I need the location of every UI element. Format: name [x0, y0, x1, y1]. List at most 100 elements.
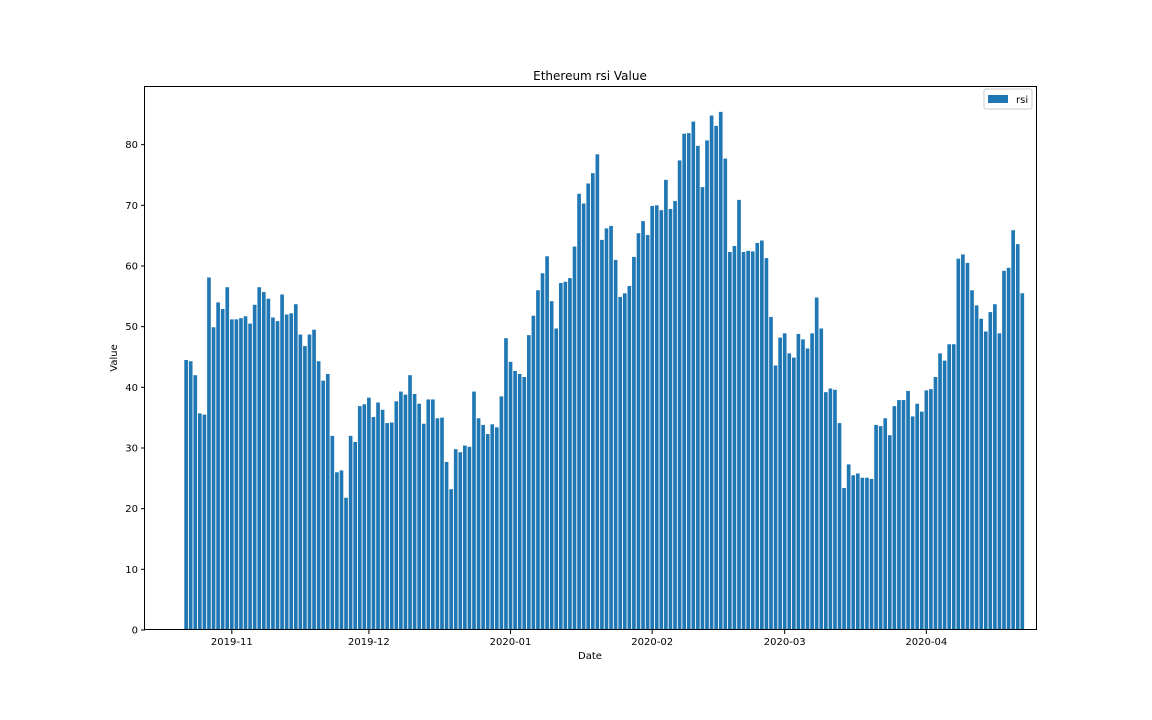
legend-label: rsi: [1016, 95, 1028, 106]
bar: [243, 316, 248, 630]
bar: [531, 315, 536, 630]
bar: [810, 333, 814, 630]
bar: [997, 333, 1002, 630]
bar: [577, 193, 581, 630]
bar: [814, 297, 819, 630]
bar: [504, 338, 508, 630]
bar: [467, 446, 472, 630]
bar: [280, 294, 284, 630]
bar: [234, 319, 239, 630]
bar: [380, 409, 385, 630]
bar: [924, 390, 929, 630]
bar: [709, 115, 714, 630]
bar: [508, 361, 513, 630]
bar: [641, 221, 645, 630]
bar: [458, 452, 463, 630]
bar: [202, 414, 207, 630]
bar: [536, 290, 540, 630]
bar: [417, 403, 421, 630]
bar: [517, 373, 522, 630]
bar: [874, 424, 878, 630]
bar: [947, 344, 952, 630]
bar: [216, 302, 220, 630]
bar: [741, 252, 746, 630]
bar: [357, 406, 362, 630]
bar: [782, 333, 787, 630]
bar: [1011, 230, 1015, 630]
bar: [485, 434, 490, 630]
x-axis: 2019-11 2019-12 2020-01 2020-02 2020-03 2020-…: [211, 630, 947, 648]
y-tick-label: 70: [125, 201, 138, 212]
bar: [682, 133, 686, 630]
bar: [330, 435, 335, 630]
y-axis: 0 10 20 30 40 50 60 70 80: [125, 140, 145, 637]
bar: [897, 400, 901, 630]
y-tick-label: 80: [125, 140, 138, 151]
bar: [919, 411, 924, 630]
bar: [878, 426, 883, 630]
bar: [316, 361, 321, 630]
bar: [545, 256, 549, 630]
bar: [778, 337, 782, 630]
bar: [659, 210, 664, 630]
bar: [581, 203, 586, 631]
bar: [522, 377, 527, 630]
bar: [275, 321, 280, 630]
bar: [220, 309, 225, 630]
bar: [769, 316, 773, 630]
bar: [860, 477, 865, 630]
bar-series: [184, 111, 1025, 631]
bar: [193, 375, 198, 630]
bar: [645, 235, 650, 631]
bar: [408, 375, 412, 630]
bar: [335, 472, 339, 630]
bar: [869, 478, 874, 630]
bar: [668, 208, 673, 630]
bar: [901, 400, 906, 630]
bar: [737, 199, 741, 630]
bar: [974, 305, 979, 630]
y-tick-label: 30: [125, 443, 138, 454]
bar: [837, 423, 842, 630]
bar: [933, 377, 938, 630]
y-tick-label: 60: [125, 261, 138, 272]
bar: [344, 497, 348, 630]
bar: [431, 399, 435, 630]
chart-title: Ethereum rsi Value: [533, 69, 647, 83]
bar: [673, 201, 677, 630]
bar: [412, 393, 417, 630]
bar: [298, 334, 303, 630]
bar: [188, 361, 193, 630]
bar: [252, 304, 257, 630]
bar: [760, 240, 764, 630]
bar: [490, 424, 495, 630]
bar: [399, 391, 403, 630]
y-tick-label: 0: [132, 626, 138, 637]
bar: [609, 225, 613, 630]
bar: [636, 233, 641, 630]
bar: [1015, 244, 1020, 630]
bar: [558, 282, 563, 630]
bar: [289, 313, 294, 630]
bar: [746, 250, 750, 630]
bar: [572, 246, 577, 630]
bar: [728, 252, 732, 630]
bar: [325, 373, 330, 630]
bar: [983, 331, 988, 630]
bar: [627, 286, 632, 630]
bar: [389, 422, 394, 630]
bar: [271, 317, 275, 630]
x-tick-label: 2020-01: [490, 637, 532, 648]
bar: [426, 399, 431, 630]
bar: [796, 333, 801, 630]
bar: [421, 423, 426, 630]
bar: [750, 251, 755, 631]
bar: [563, 281, 568, 630]
bar: [394, 401, 399, 630]
bar: [261, 292, 266, 630]
bar: [650, 205, 655, 630]
bar: [1002, 270, 1006, 630]
bar: [723, 158, 728, 630]
bar: [677, 160, 682, 630]
bar: [229, 319, 234, 630]
